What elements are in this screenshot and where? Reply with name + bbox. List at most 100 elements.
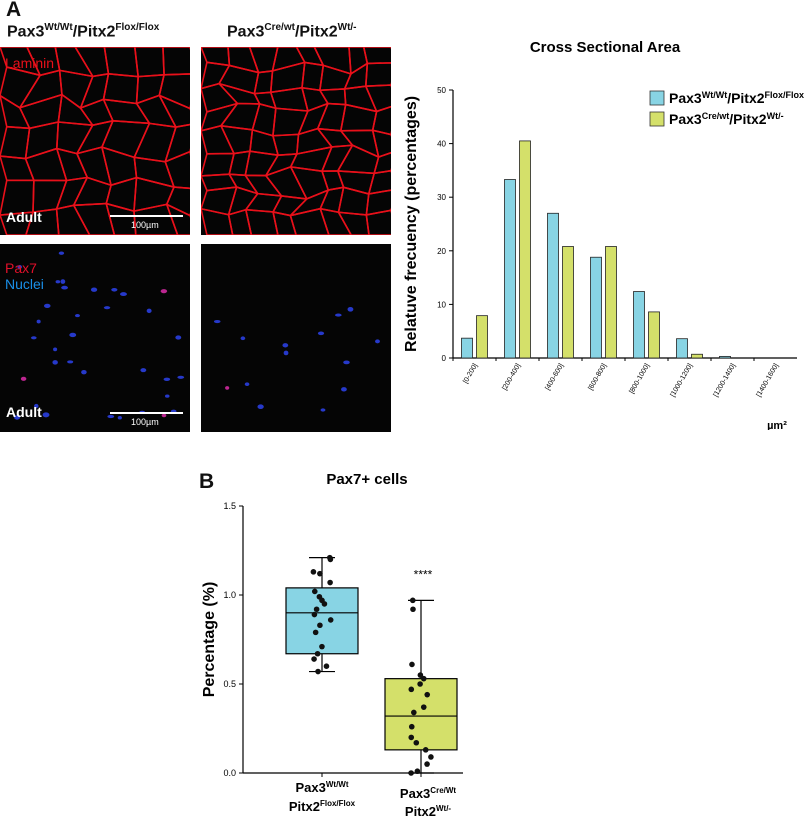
nucleus-dot [103,306,111,310]
pax7-label: Pax7 [5,260,37,276]
histogram-bar [691,353,703,359]
nucleus-dot [30,336,37,340]
muscle-fiber-outline [218,82,261,105]
group-label: Pax3Cre/Wt [400,786,456,801]
muscle-fiber-outline [55,204,91,235]
nucleus-dot [53,347,58,352]
data-point [311,611,318,618]
nucleus-dot [177,375,185,379]
x-axis-label: µm² [767,420,787,430]
data-point [317,622,323,629]
nucleus-dot [347,306,354,312]
histogram-bar [719,355,731,359]
histogram-bar [676,338,688,359]
nucleus-dot [146,308,152,314]
data-point [410,606,416,613]
data-point [310,569,317,575]
legend-swatch [649,90,665,106]
nucleus-dot [90,287,98,292]
significance-marker: **** [414,567,433,581]
y-tick-label: 1.5 [223,501,236,511]
nucleus-dot [257,404,264,410]
data-point [317,570,323,577]
data-point [315,668,321,675]
nucleus-dot [244,382,250,387]
muscle-fiber-outline [0,125,31,160]
muscle-fiber-outline [337,144,380,175]
nucleus-dot [341,387,347,392]
y-tick-label: 50 [437,86,446,95]
data-point [428,754,434,760]
x-tick-label: [1000-1200] [669,362,694,398]
muscle-fiber-outline [371,129,391,158]
muscle-fiber-outline [319,186,345,214]
data-point [413,739,420,746]
y-axis-label: Percentage (%) [201,582,218,698]
nucleus-dot [240,336,246,341]
nucleus-dot [44,303,51,309]
x-tick-label: [1200-1400] [712,362,737,398]
muscle-fiber-outline [164,123,190,163]
muscle-fiber-outline [201,124,235,155]
muscle-fiber-outline [227,208,253,235]
muscle-fiber-outline [245,192,283,213]
data-point [409,661,415,668]
muscle-fiber-outline [265,166,308,200]
muscle-fiber-outline [272,133,300,156]
scale-bar [110,215,183,217]
box-iqr [384,678,458,751]
y-tick-label: 20 [437,247,446,256]
data-point [424,761,430,767]
muscle-fiber-outline [319,88,347,106]
data-point [312,629,319,636]
scale-bar-label: 100µm [131,220,159,230]
pax7-boxplot: Pax7+ cells Percentage (%) **** Pax3Wt/W… [201,471,463,819]
data-point [417,681,423,687]
group-label: Pax3Wt/Wt [295,780,348,795]
legend-entry: Pax3Cre/wt/Pitx2Wt/- [669,111,784,127]
nucleus-dot [55,280,61,284]
data-point [409,597,416,604]
nucleus-dot [343,360,350,365]
histogram-bar [562,246,574,359]
muscle-fiber-outline [133,47,165,78]
muscle-fiber-outline [0,66,41,109]
muscle-fiber-outline [371,105,391,136]
muscle-fiber-outline [362,47,391,65]
muscle-fiber-outline [244,174,283,197]
genotype-left-heading: Pax3Wt/Wt/Pitx2Flox/Flox [7,22,160,41]
laminin-label: Laminin [5,55,55,71]
histogram-bar [461,337,473,359]
muscle-fiber-outline [220,124,254,155]
muscle-fiber-outline [102,73,139,105]
scale-bar [110,412,183,414]
chart-title: Cross Sectional Area [530,39,681,56]
laminin-micrograph-control: Laminin Adult 100µm [0,47,190,235]
nucleus-dot [36,319,41,324]
data-point [411,709,417,716]
nucleus-dot [317,331,325,336]
legend-entry: Pax3Wt/Wt/Pitx2Flox/Flox [669,90,804,106]
muscle-fiber-outline [228,173,259,195]
data-point [414,768,421,775]
muscle-fiber-outline [19,69,63,109]
nucleus-dot [17,265,23,269]
legend: Pax3Wt/Wt/Pitx2Flox/Flox Pax3Cre/wt/Pitx… [649,90,804,127]
y-tick-label: 40 [437,140,446,149]
muscle-fiber-outline [365,189,391,216]
data-point [311,656,317,662]
muscle-fiber-outline [55,121,94,155]
nucleus-dot [107,414,115,419]
muscle-fiber-outline [165,203,190,235]
legend-swatch [649,111,665,127]
pax7-micrograph-mutant [201,244,391,432]
x-tick-label: [200-400] [501,362,522,391]
data-point [408,723,415,730]
data-point [408,686,415,693]
muscle-fiber-outline [245,208,279,235]
x-tick-label: [1400-1600] [755,362,780,398]
nucleus-dot [283,350,289,356]
cross-sectional-area-chart: Cross Sectional Area Relatuve frecuency … [403,39,804,430]
data-point [422,747,429,753]
nucleus-dot [335,313,342,317]
